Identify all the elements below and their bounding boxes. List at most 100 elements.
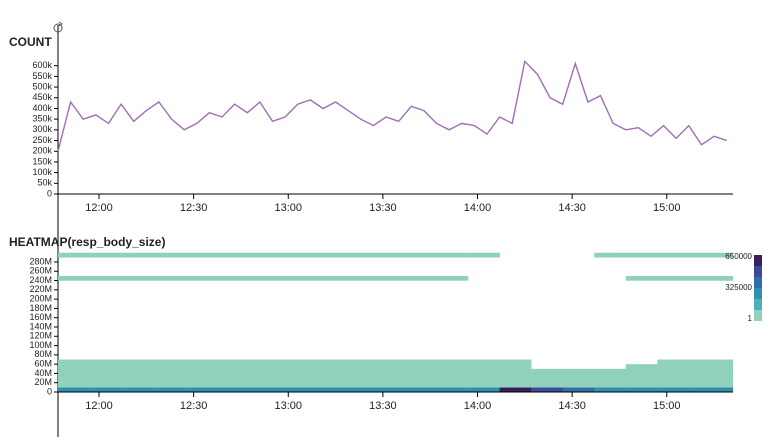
heatmap-cell (247, 373, 280, 379)
heatmap-cell (688, 364, 721, 369)
heatmap-cell (247, 252, 280, 258)
heatmap-cell (404, 387, 437, 393)
x-tick-label: 13:00 (274, 202, 302, 214)
heatmap-cell (531, 382, 563, 388)
heatmap-cell (468, 373, 500, 379)
heatmap-cell (373, 275, 406, 281)
heatmap-cell (278, 373, 311, 379)
heatmap-cell (594, 368, 627, 374)
x-tick-label: 14:00 (464, 202, 492, 214)
heatmap-cell (625, 368, 658, 374)
heatmap-cell (89, 252, 122, 258)
y-tick-label: 500k (32, 81, 52, 91)
heatmap-cell (58, 364, 90, 369)
heatmap-cell (215, 387, 248, 393)
heatmap-cell (657, 364, 690, 369)
heatmap-cell (531, 373, 563, 379)
heatmap-cell (436, 252, 469, 258)
legend-swatch (754, 277, 762, 288)
heatmap-cell (436, 275, 469, 281)
heatmap-cell (121, 387, 153, 393)
heatmap-cell (341, 364, 374, 369)
heatmap-cell (341, 275, 374, 281)
heatmap-cell (247, 368, 280, 374)
heatmap-cell (657, 359, 690, 365)
y-tick-label: 220M (29, 284, 52, 294)
heatmap-cell (341, 252, 374, 258)
x-tick-label: 12:30 (180, 202, 208, 214)
legend-swatch (754, 288, 762, 299)
heatmap-cell (468, 378, 500, 383)
heatmap-cell (531, 387, 563, 393)
y-tick-label: 100M (29, 340, 52, 350)
heatmap-cell (278, 275, 311, 281)
heatmap-cell (688, 275, 721, 281)
heatmap-cell (562, 382, 595, 388)
heatmap-cell (184, 378, 217, 383)
heatmap-cell (247, 378, 280, 383)
heatmap-cell (720, 252, 733, 258)
heatmap-cell (468, 252, 500, 258)
x-tick-label: 14:30 (558, 400, 586, 412)
heatmap-cell (562, 387, 595, 393)
heatmap-cell (58, 275, 90, 281)
heatmap-cell (499, 359, 532, 365)
heatmap-cell (247, 364, 280, 369)
heatmap-cell (625, 382, 658, 388)
y-tick-label: 250k (32, 135, 52, 145)
y-tick-label: 60M (34, 359, 52, 369)
heatmap-cell (215, 373, 248, 379)
y-tick-label: 300k (32, 124, 52, 134)
x-tick-label: 13:30 (369, 202, 397, 214)
heatmap-cell (688, 382, 721, 388)
heatmap-cell (89, 364, 122, 369)
y-tick-label: 280M (29, 256, 52, 266)
heatmap-cell (310, 368, 343, 374)
heatmap-cell (152, 364, 185, 369)
heatmap-cell (184, 364, 217, 369)
heatmap-cell (657, 373, 690, 379)
heatmap-cell (184, 359, 217, 365)
y-tick-label: 50k (37, 178, 52, 188)
y-tick-label: 80M (34, 349, 52, 359)
heatmap-cell (657, 378, 690, 383)
heatmap-cell (404, 378, 437, 383)
legend-swatch (754, 266, 762, 277)
heatmap-cell (657, 387, 690, 393)
heatmap-cell (436, 368, 469, 374)
heatmap-cell (278, 368, 311, 374)
x-tick-label: 14:00 (464, 400, 492, 412)
heatmap-cell (152, 373, 185, 379)
heatmap-cell (184, 382, 217, 388)
heatmap-cell (89, 373, 122, 379)
heatmap-cell (58, 373, 90, 379)
heatmap-cell (720, 368, 733, 374)
y-tick-label: 200k (32, 146, 52, 156)
heatmap-cell (468, 382, 500, 388)
heatmap-cell (184, 275, 217, 281)
legend-swatch (754, 299, 762, 310)
heatmap-cell (184, 387, 217, 393)
heatmap-cell (373, 378, 406, 383)
x-tick-label: 12:30 (180, 400, 208, 412)
heatmap-cell (436, 378, 469, 383)
y-tick-label: 350k (32, 114, 52, 124)
heatmap-cell (436, 387, 469, 393)
heatmap-cell (720, 387, 733, 393)
heatmap-cell (720, 364, 733, 369)
reset-icon[interactable] (53, 21, 63, 33)
heatmap-cell (121, 275, 153, 281)
y-tick-label: 100k (32, 167, 52, 177)
heatmap-cell (89, 359, 122, 365)
x-tick-label: 12:00 (85, 400, 113, 412)
heatmap-cell (562, 378, 595, 383)
y-tick-label: 0 (47, 188, 52, 198)
heatmap-cell (278, 382, 311, 388)
chart-title: COUNT (9, 35, 52, 49)
heatmap-cell (531, 378, 563, 383)
heatmap-cell (594, 373, 627, 379)
heatmap-cell (247, 382, 280, 388)
heatmap-cell (468, 387, 500, 393)
heatmap-cell (436, 373, 469, 379)
